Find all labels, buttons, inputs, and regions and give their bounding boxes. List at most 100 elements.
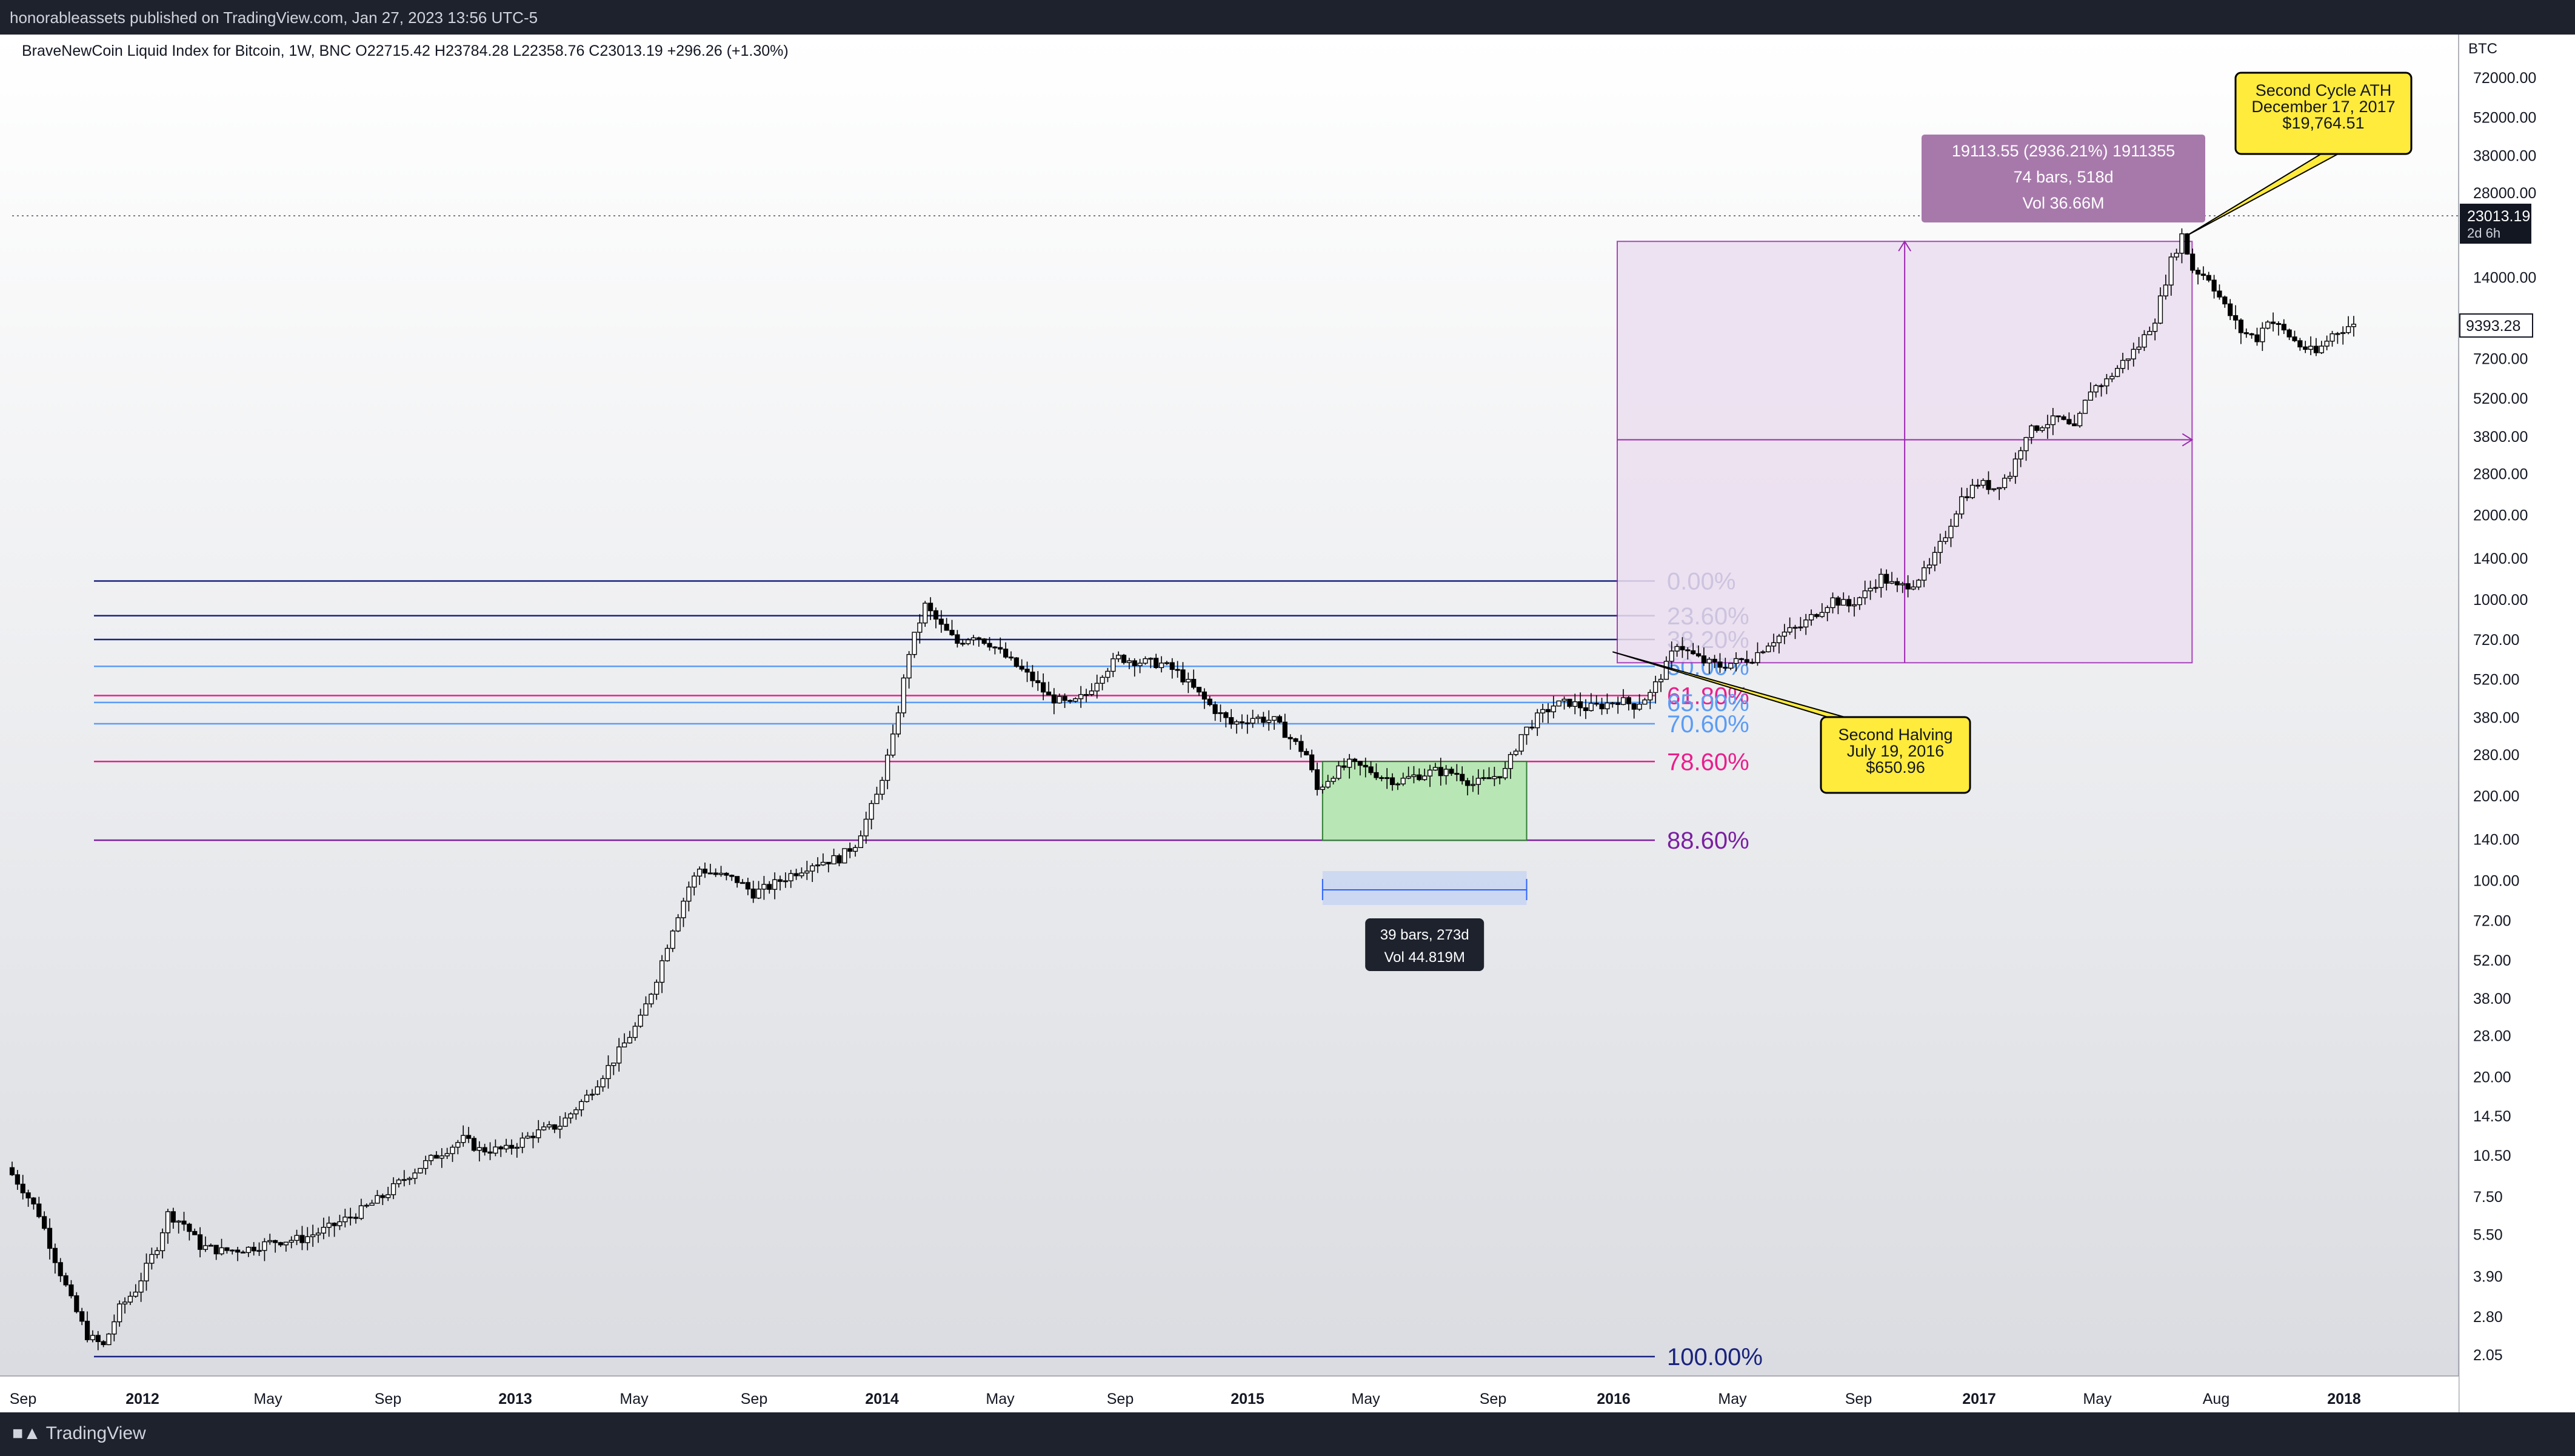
candle-body — [1239, 721, 1245, 724]
candle-body — [1535, 712, 1540, 729]
price-axis-tick: 100.00 — [2473, 872, 2519, 889]
candle-body — [294, 1235, 299, 1241]
candle-body — [885, 755, 890, 781]
candle-body — [466, 1135, 472, 1139]
candle-body — [998, 647, 1003, 650]
candle-body — [31, 1197, 36, 1204]
time-axis-tick: 2018 — [2327, 1391, 2361, 1408]
candle-body — [1653, 681, 1658, 693]
candle-body — [2211, 279, 2217, 292]
time-axis-tick: 2013 — [498, 1391, 532, 1408]
candle-body — [890, 733, 896, 756]
candle-body — [1449, 769, 1454, 774]
candle-body — [439, 1155, 444, 1159]
candle-body — [2168, 256, 2174, 286]
candle-body — [1986, 479, 1991, 490]
candle-body — [1132, 660, 1137, 666]
time-axis-tick: Sep — [1480, 1391, 1506, 1408]
candle-body — [2217, 290, 2222, 298]
candle-body — [2308, 346, 2314, 350]
candle-body — [2104, 378, 2109, 387]
candle-body — [1234, 721, 1240, 725]
candle-body — [1427, 769, 1433, 776]
candle-body — [2335, 333, 2340, 335]
callout-text: $19,764.51 — [2282, 114, 2364, 132]
candle-body — [530, 1135, 536, 1138]
candle-body — [2153, 322, 2158, 332]
candle-body — [2313, 346, 2319, 353]
candle-body — [2088, 391, 2093, 401]
candle-body — [380, 1195, 386, 1198]
candle-body — [9, 1167, 15, 1175]
price-axis-tick: 2000.00 — [2473, 507, 2528, 524]
candle-body — [906, 654, 912, 679]
candle-body — [718, 872, 724, 875]
candle-body — [423, 1160, 429, 1169]
candle-body — [1884, 573, 1889, 584]
time-axis-tick: Sep — [741, 1391, 767, 1408]
price-axis-tick: 1000.00 — [2473, 592, 2528, 609]
candle-body — [2206, 275, 2211, 281]
callout-box — [1820, 716, 1971, 794]
candle-body — [686, 886, 692, 902]
candle-body — [2142, 334, 2147, 348]
fib-level-label: 65.00% — [1667, 690, 1749, 716]
candle-body — [847, 848, 853, 852]
candle-body — [1325, 781, 1331, 788]
candle-body — [1760, 651, 1766, 653]
candle-body — [1648, 692, 1653, 701]
candle-body — [326, 1223, 332, 1228]
price-axis-tick: 380.00 — [2473, 710, 2519, 727]
candle-body — [1776, 635, 1782, 644]
candle-body — [1894, 581, 1900, 586]
candle-body — [992, 646, 998, 649]
candle-body — [2056, 415, 2061, 418]
candle-body — [2109, 376, 2115, 379]
time-axis-tick: May — [620, 1391, 649, 1408]
candle-body — [2270, 321, 2276, 324]
time-axis-tick: May — [1351, 1391, 1380, 1408]
candle-body — [917, 623, 923, 633]
candle-body — [1384, 777, 1390, 780]
candle-body — [1271, 716, 1277, 721]
candle-body — [541, 1126, 547, 1130]
candle-body — [1110, 658, 1116, 672]
candle-body — [36, 1203, 42, 1217]
candle-body — [487, 1151, 493, 1154]
candle-body — [552, 1124, 557, 1130]
candle-body — [2163, 284, 2168, 296]
time-axis-tick: Sep — [1107, 1391, 1134, 1408]
candle-body — [213, 1244, 219, 1255]
candle-body — [788, 873, 793, 881]
candle-body — [2265, 321, 2271, 329]
candle-body — [79, 1311, 85, 1322]
candle-body — [289, 1240, 294, 1243]
price-axis-tick: 72.00 — [2473, 913, 2511, 930]
candle-body — [1201, 691, 1207, 700]
candle-body — [1395, 783, 1400, 786]
callout-text: December 17, 2017 — [2251, 98, 2395, 116]
tradingview-logo[interactable]: ■▲ TradingView — [12, 1423, 146, 1444]
candle-body — [514, 1146, 519, 1149]
callout-text: Second Halving — [1838, 726, 1952, 744]
candle-body — [901, 677, 906, 713]
time-axis-tick: 2014 — [865, 1391, 899, 1408]
candle-body — [745, 882, 750, 890]
date-range-tooltip — [1365, 918, 1485, 971]
candle-body — [1363, 764, 1368, 767]
candle-body — [2125, 358, 2131, 361]
candle-body — [638, 1015, 643, 1027]
time-axis-tick: 2017 — [1962, 1391, 1996, 1408]
candle-body — [1513, 750, 1518, 755]
candle-body — [68, 1284, 74, 1297]
candle-body — [863, 818, 869, 837]
candle-body — [1911, 586, 1916, 590]
candle-body — [428, 1155, 434, 1161]
candle-body — [1298, 741, 1304, 752]
projection-tooltip-line1: 19113.55 (2936.21%) 1911355 — [1952, 142, 2175, 160]
candle-body — [1691, 650, 1696, 655]
candle-body — [348, 1217, 353, 1219]
time-axis-tick: 2012 — [125, 1391, 159, 1408]
candle-body — [1663, 661, 1669, 680]
